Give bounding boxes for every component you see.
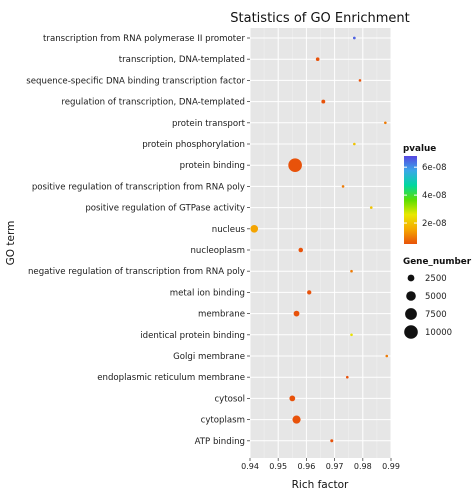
size-legend-label: 10000	[425, 328, 452, 338]
go-term-label: protein transport	[172, 119, 246, 129]
size-legend-label: 2500	[425, 274, 447, 284]
pvalue-legend: pvalue 6e-08 4e-08 2e-08	[403, 144, 447, 244]
pvalue-legend-ticks: 6e-08 4e-08 2e-08	[404, 163, 447, 229]
data-point	[321, 99, 326, 104]
x-tick-label: 0.96	[297, 462, 315, 471]
x-tick-label: 0.99	[382, 462, 400, 471]
go-term-label: metal ion binding	[170, 288, 245, 298]
data-point	[350, 333, 353, 337]
colorbar-tick-label: 2e-08	[422, 219, 447, 229]
size-legend-dot	[406, 291, 416, 301]
gene-number-legend-items: 2500 5000 7500 10000	[404, 274, 452, 339]
go-term-label: nucleus	[212, 225, 246, 235]
go-term-label: identical protein binding	[140, 331, 245, 341]
pvalue-colorbar	[404, 156, 417, 244]
size-legend-dot	[405, 308, 417, 320]
data-point	[369, 206, 373, 209]
data-point	[358, 79, 362, 82]
size-legend-label: 7500	[425, 310, 447, 320]
colorbar-tick-label: 6e-08	[422, 163, 447, 173]
go-term-label: transcription, DNA-templated	[119, 55, 245, 65]
data-point	[292, 415, 301, 424]
go-term-label: cytoplasm	[201, 416, 245, 426]
gene-number-legend: Gene_number 2500 5000 7500 10000	[403, 257, 472, 339]
go-term-label: protein binding	[180, 161, 245, 171]
size-legend-dot	[407, 274, 415, 282]
colorbar-tick-label: 4e-08	[422, 191, 447, 201]
size-legend-label: 5000	[425, 292, 447, 302]
go-term-label: protein phosphorylation	[142, 140, 245, 150]
data-point	[385, 354, 389, 358]
x-tick-label: 0.94	[241, 462, 259, 471]
data-point	[352, 36, 356, 40]
go-term-label: negative regulation of transcription fro…	[28, 267, 245, 277]
x-tick-label: 0.98	[354, 462, 372, 471]
go-term-label: nucleoplasm	[190, 246, 245, 256]
pvalue-legend-title: pvalue	[403, 144, 436, 154]
data-point	[250, 224, 259, 233]
data-point	[341, 185, 345, 188]
go-term-label: transcription from RNA polymerase II pro…	[43, 34, 245, 44]
data-point	[353, 142, 356, 146]
data-point	[288, 158, 302, 172]
go-term-label: regulation of transcription, DNA-templat…	[61, 98, 245, 108]
chart-title: Statistics of GO Enrichment	[230, 11, 409, 26]
data-point	[298, 247, 304, 253]
go-term-label: ATP binding	[195, 437, 245, 447]
x-tick-label: 0.97	[326, 462, 344, 471]
data-point	[293, 310, 300, 317]
go-term-label: cytosol	[214, 394, 245, 404]
y-axis-label: GO term	[5, 221, 17, 266]
x-axis-label: Rich factor	[292, 479, 349, 491]
gene-number-legend-title: Gene_number	[403, 257, 472, 267]
y-axis-tick-labels: transcription from RNA polymerase II pro…	[26, 34, 250, 447]
go-term-label: sequence-specific DNA binding transcript…	[26, 76, 245, 86]
data-points	[250, 36, 389, 443]
data-point	[350, 269, 353, 273]
data-point	[315, 57, 320, 61]
data-point	[330, 439, 334, 443]
data-point	[289, 395, 296, 402]
go-term-label: endoplasmic reticulum membrane	[97, 373, 245, 383]
size-legend-dot	[404, 325, 418, 339]
x-axis-tick-labels: 0.94 0.95 0.96 0.97 0.98 0.99	[241, 458, 400, 471]
go-term-label: Golgi membrane	[173, 352, 245, 362]
x-tick-label: 0.95	[269, 462, 287, 471]
data-point	[345, 375, 349, 379]
go-term-label: positive regulation of transcription fro…	[32, 182, 245, 192]
data-point	[384, 121, 387, 125]
data-point	[307, 290, 312, 295]
grid-lines	[249, 28, 392, 458]
go-term-label: membrane	[198, 310, 245, 320]
go-term-label: positive regulation of GTPase activity	[85, 204, 245, 214]
